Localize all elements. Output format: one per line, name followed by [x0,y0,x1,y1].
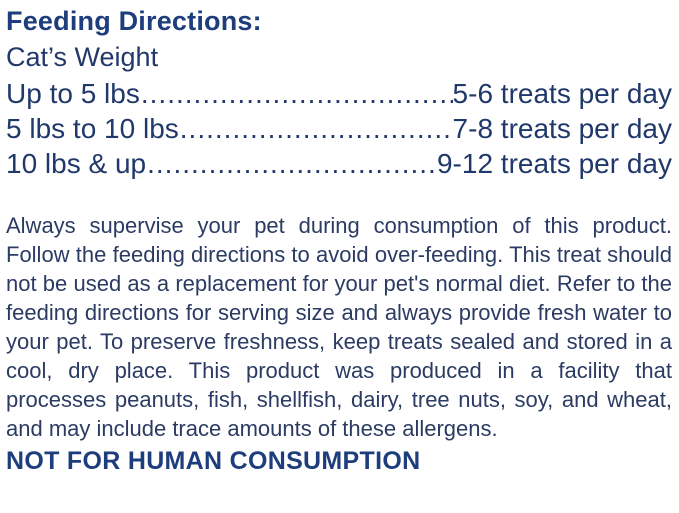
supervision-disclaimer-paragraph: Always supervise your pet during consump… [6,213,672,441]
weight-range-label: 5 lbs to 10 lbs [6,113,179,144]
weight-range-label: 10 lbs & up [6,148,147,179]
cats-weight-header: Cat’s Weight [6,42,159,72]
table-row: 10 lbs & up ............................… [6,146,672,181]
table-row: Up to 5 lbs ............................… [6,76,672,111]
treats-amount-value: 9-12 treats per day [436,148,672,179]
dot-leader: ........................................… [179,113,453,144]
weight-range-label: Up to 5 lbs [6,78,140,109]
feeding-directions-title: Feeding Directions: [6,6,262,36]
not-for-human-consumption-warning: NOT FOR HUMAN CONSUMPTION [6,447,421,475]
treats-amount-value: 7-8 treats per day [452,113,672,144]
feeding-table: Up to 5 lbs ............................… [6,76,672,181]
table-row: 5 lbs to 10 lbs ........................… [6,111,672,146]
dot-leader: ........................................… [147,148,437,179]
dot-leader: ........................................… [140,78,453,109]
treats-amount-value: 5-6 treats per day [452,78,672,109]
